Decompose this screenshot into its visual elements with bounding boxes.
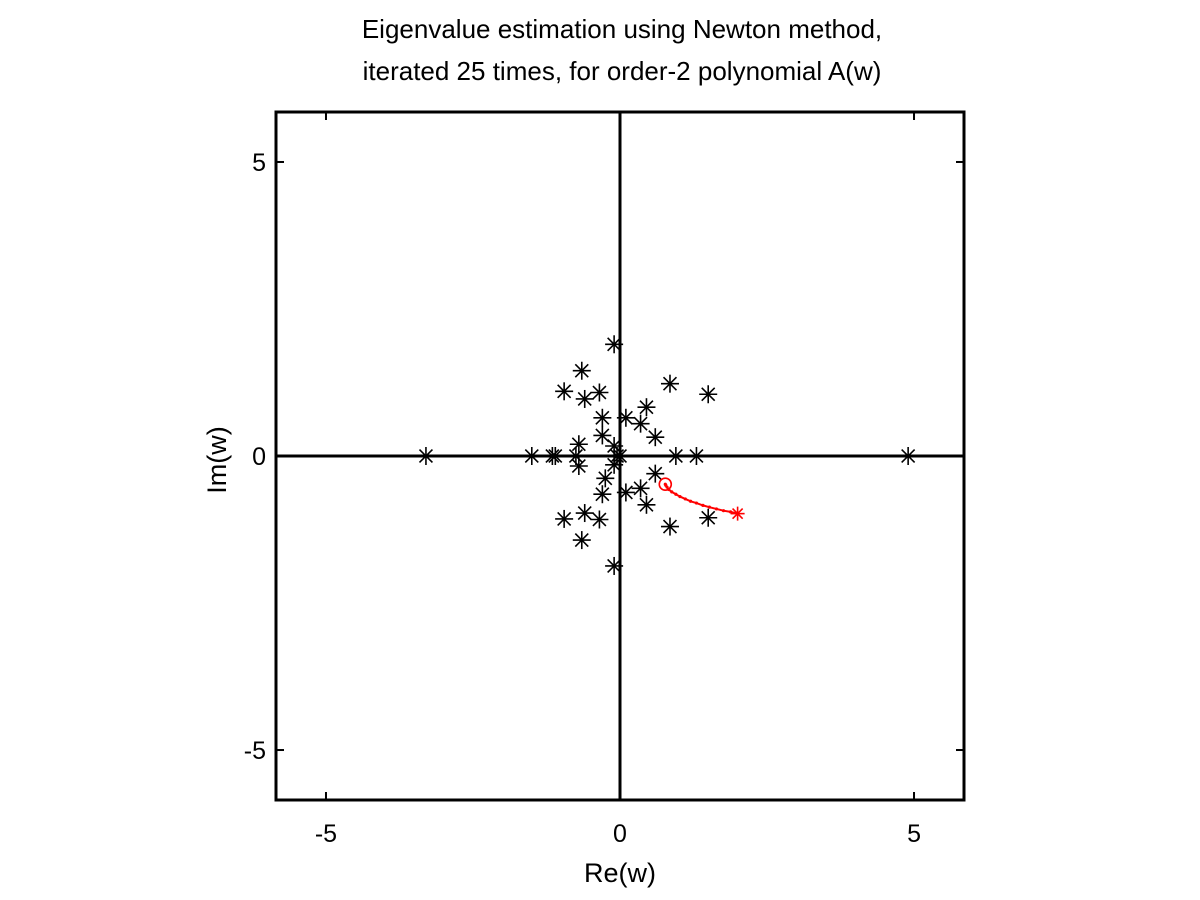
eigenvalue-point	[605, 455, 624, 474]
eigenvalue-point	[637, 398, 656, 417]
eigenvalue-point	[575, 389, 594, 408]
eigenvalue-point	[416, 447, 435, 465]
eigenvalue-point	[605, 437, 624, 456]
newton-iteration-point	[683, 497, 687, 501]
newton-start-marker	[730, 506, 745, 521]
newton-iteration-path	[664, 483, 738, 515]
eigenvalue-point	[593, 408, 612, 427]
newton-iteration-point	[674, 492, 678, 496]
newton-iteration-point	[701, 503, 705, 507]
eigenvalue-point	[555, 382, 574, 401]
eigenvalue-point	[687, 447, 706, 465]
eigenvalue-point	[666, 447, 685, 465]
eigenvalue-point	[575, 504, 594, 523]
eigenvalue-point	[546, 447, 565, 465]
eigenvalue-point	[699, 508, 718, 527]
eigenvalue-point	[596, 469, 615, 488]
eigenvalue-point	[572, 361, 591, 380]
eigenvalue-point	[637, 495, 656, 514]
eigenvalue-point	[605, 335, 624, 354]
x-tick-label: -5	[315, 820, 337, 848]
newton-iteration-point	[688, 499, 693, 503]
eigenvalue-point	[593, 485, 612, 504]
chart-title-line-2: iterated 25 times, for order-2 polynomia…	[363, 56, 882, 86]
eigenvalue-point	[631, 414, 650, 433]
chart-title-line-1: Eigenvalue estimation using Newton metho…	[362, 14, 882, 44]
newton-end-circle-marker	[658, 477, 673, 492]
eigenvalue-point	[660, 374, 679, 393]
y-axis-label: Im(w)	[202, 426, 232, 493]
eigenvalue-point	[660, 517, 679, 536]
newton-iteration-point	[694, 501, 699, 505]
eigenvalue-point	[593, 426, 612, 445]
eigenvalue-point	[616, 483, 635, 502]
eigenvalue-point	[590, 510, 609, 529]
newton-iteration-point	[714, 507, 719, 511]
eigenvalue-point	[590, 383, 609, 402]
x-tick-label: 5	[907, 820, 921, 848]
y-tick-label: 0	[252, 443, 266, 471]
newton-iteration-point	[707, 505, 711, 509]
newton-iteration-point	[663, 482, 667, 486]
eigenvalue-point	[572, 531, 591, 550]
eigenvalue-point	[699, 385, 718, 404]
y-tick-label: 5	[252, 149, 266, 177]
eigenvalue-point	[616, 408, 635, 427]
eigenvalue-point	[522, 447, 541, 465]
eigenvalue-point	[569, 435, 588, 454]
newton-iteration-point	[670, 490, 674, 494]
eigenvalue-point	[631, 479, 650, 498]
eigenvalue-point	[646, 428, 665, 447]
eigenvalue-point	[646, 464, 665, 483]
eigenvalue-point	[899, 447, 918, 465]
eigenvalue-point	[555, 509, 574, 528]
x-tick-label: 0	[613, 820, 627, 848]
eigenvalue-point	[569, 456, 588, 475]
plot-area: -5 0 5 -5 0 5	[244, 110, 966, 848]
y-tick-label: -5	[244, 737, 266, 765]
x-axis-label: Re(w)	[584, 858, 656, 888]
newton-iteration-point	[728, 510, 733, 514]
newton-iteration-point	[721, 509, 726, 513]
newton-iteration-point	[678, 494, 682, 499]
eigenvalue-point	[605, 556, 624, 575]
